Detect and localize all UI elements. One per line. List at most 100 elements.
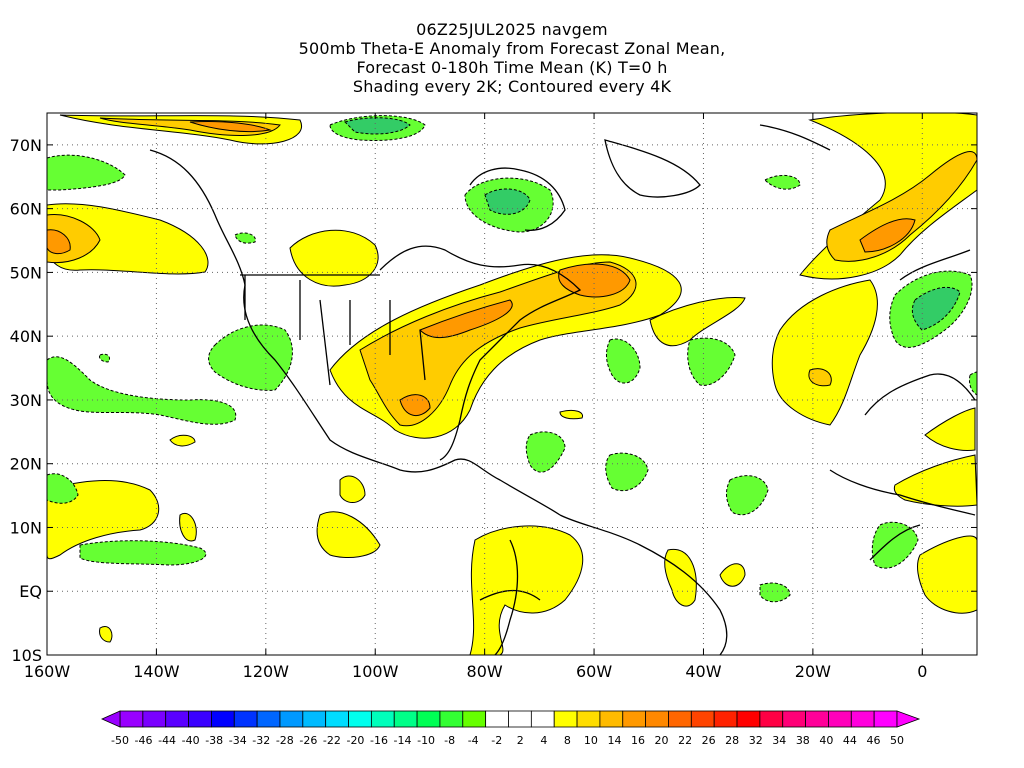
lat-tick-label: 50N: [10, 263, 42, 282]
colorbar: -50 -46 -44 -40 -38 -34 -32 -28 -26 -22 -20 -16 -14-…: [101, 710, 921, 747]
colorbar-swatch: [645, 710, 669, 728]
colorbar-label: -50: [111, 734, 129, 747]
colorbar-swatch: [462, 710, 487, 728]
lon-tick-label: 80W: [467, 662, 503, 681]
colorbar-label: 50: [890, 734, 904, 747]
colorbar-label: -32: [252, 734, 270, 747]
colorbar-swatch: [668, 710, 692, 728]
colorbar-swatch: [416, 710, 441, 728]
colorbar-swatch: [188, 710, 212, 728]
colorbar-swatch: [850, 710, 875, 728]
colorbar-swatch: [736, 710, 761, 728]
map-frame: [46, 112, 978, 656]
lon-tick-label: 20W: [795, 662, 831, 681]
colorbar-label: -28: [276, 734, 294, 747]
colorbar-label: -10: [417, 734, 435, 747]
colorbar-swatch: [828, 710, 852, 728]
colorbar-label: -8: [444, 734, 455, 747]
lat-tick-label: 10S: [11, 646, 42, 665]
lon-tick-label: 40W: [685, 662, 721, 681]
colorbar-swatch: [119, 710, 144, 728]
colorbar-label: 46: [866, 734, 880, 747]
colorbar-label: -44: [158, 734, 176, 747]
colorbar-label: -20: [346, 734, 364, 747]
colorbar-right-arrow: [896, 710, 921, 728]
axis-ticks: [46, 113, 977, 656]
colorbar-swatch: [508, 710, 532, 728]
colorbar-label: 34: [772, 734, 786, 747]
colorbar-left-arrow: [101, 710, 121, 728]
lat-tick-label: 60N: [10, 200, 42, 219]
colorbar-swatch: [599, 710, 624, 728]
title-line-2: 500mb Theta-E Anomaly from Forecast Zona…: [298, 39, 726, 58]
colorbar-swatch: [302, 710, 327, 728]
colorbar-swatch: [690, 710, 715, 728]
colorbar-swatch: [553, 710, 578, 728]
colorbar-swatch: [348, 710, 372, 728]
lon-tick-label: 100W: [352, 662, 399, 681]
longitude-labels: 160W 140W 120W 100W 80W 60W 40W 20W 0: [24, 662, 928, 681]
colorbar-label: -2: [491, 734, 502, 747]
colorbar-label: -38: [205, 734, 223, 747]
map-gridlines: [47, 113, 977, 655]
title-line-3: Forecast 0-180h Time Mean (K) T=0 h: [356, 58, 668, 77]
lat-tick-label: 70N: [10, 136, 42, 155]
colorbar-swatch: [485, 710, 509, 728]
lat-tick-label: 40N: [10, 327, 42, 346]
colorbar-label: 14: [607, 734, 621, 747]
lat-tick-label: 30N: [10, 391, 42, 410]
colorbar-label: 8: [564, 734, 571, 747]
colorbar-label: 20: [655, 734, 669, 747]
lon-tick-label: 0: [917, 662, 927, 681]
colorbar-swatch: [325, 710, 349, 728]
lon-tick-label: 160W: [24, 662, 71, 681]
colorbar-swatch: [530, 710, 555, 728]
colorbar-swatch: [393, 710, 418, 728]
title-line-4: Shading every 2K; Contoured every 4K: [352, 77, 672, 96]
colorbar-label: -26: [299, 734, 317, 747]
colorbar-swatch: [622, 710, 647, 728]
lat-tick-label: EQ: [19, 582, 42, 601]
colorbar-label: 4: [540, 734, 547, 747]
lat-tick-label: 10N: [10, 518, 42, 537]
cold-anomaly-areas: [47, 115, 977, 603]
colorbar-label: -46: [135, 734, 153, 747]
colorbar-label: -4: [468, 734, 479, 747]
colorbar-swatch: [370, 710, 395, 728]
colorbar-label: -16: [370, 734, 388, 747]
colorbar-swatch: [142, 710, 167, 728]
colorbar-label: 40: [819, 734, 833, 747]
colorbar-label: -40: [182, 734, 200, 747]
colorbar-label: 44: [843, 734, 857, 747]
colorbar-label: 28: [725, 734, 739, 747]
lon-tick-label: 140W: [133, 662, 180, 681]
colorbar-swatch: [211, 710, 235, 728]
lon-tick-label: 60W: [576, 662, 612, 681]
colorbar-label: 10: [584, 734, 598, 747]
colorbar-label: 32: [749, 734, 763, 747]
lat-tick-label: 20N: [10, 455, 42, 474]
anomaly-field: [47, 113, 977, 655]
latitude-labels: 10S EQ 10N 20N 30N 40N 50N 60N 70N: [10, 136, 42, 665]
colorbar-swatch: [873, 710, 898, 728]
colorbar-label: -22: [323, 734, 341, 747]
title-line-1: 06Z25JUL2025 navgem: [416, 20, 608, 39]
colorbar-label: 38: [796, 734, 810, 747]
colorbar-label: 26: [702, 734, 716, 747]
colorbar-label: -14: [394, 734, 412, 747]
colorbar-swatch: [713, 710, 738, 728]
colorbar-swatch: [576, 710, 601, 728]
colorbar-label: 2: [517, 734, 524, 747]
colorbar-swatch: [165, 710, 189, 728]
colorbar-label: -34: [229, 734, 247, 747]
colorbar-swatch: [279, 710, 304, 728]
colorbar-swatch: [256, 710, 281, 728]
lon-tick-label: 120W: [243, 662, 290, 681]
colorbar-swatch: [233, 710, 258, 728]
colorbar-swatch: [439, 710, 464, 728]
cold-anomaly-cores: [344, 117, 961, 331]
colorbar-label: 16: [631, 734, 645, 747]
coastlines: [149, 124, 976, 655]
colorbar-swatch: [782, 710, 806, 728]
